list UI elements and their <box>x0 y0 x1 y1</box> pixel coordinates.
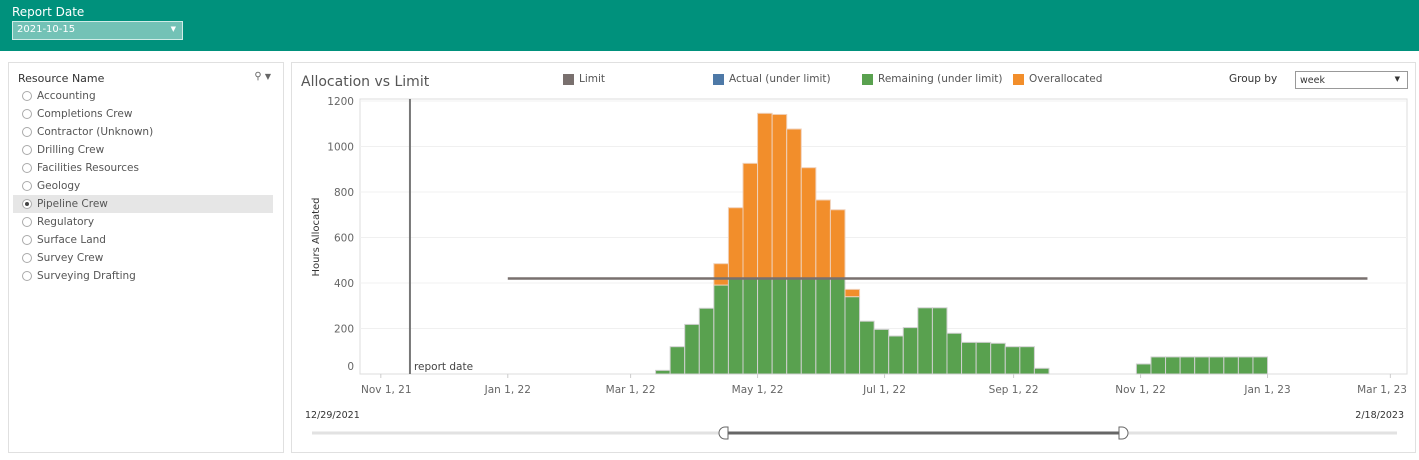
resource-option-label: Drilling Crew <box>37 144 105 156</box>
group-by-select[interactable]: week ▼ <box>1295 71 1408 89</box>
resource-option-label: Surface Land <box>37 234 106 246</box>
radio-button[interactable] <box>22 253 32 263</box>
resource-option[interactable]: Pipeline Crew <box>13 195 273 213</box>
legend-limit[interactable]: Limit <box>563 73 605 86</box>
header-bar: Report Date 2021-10-15 ▼ <box>0 0 1419 51</box>
resource-filter-panel: Resource Name ⚲ ▼ Accounting Completions … <box>8 62 284 453</box>
resource-option-label: Facilities Resources <box>37 162 139 174</box>
legend-swatch <box>563 74 574 85</box>
resource-option[interactable]: Drilling Crew <box>13 141 273 159</box>
resource-option[interactable]: Surface Land <box>13 231 273 249</box>
chevron-down-icon: ▼ <box>1394 75 1400 83</box>
radio-button[interactable] <box>22 145 32 155</box>
resource-option[interactable]: Contractor (Unknown) <box>13 123 273 141</box>
resource-option-label: Survey Crew <box>37 252 104 264</box>
resource-option-label: Contractor (Unknown) <box>37 126 154 138</box>
resource-option[interactable]: Facilities Resources <box>13 159 273 177</box>
legend-label: Overallocated <box>1029 73 1103 85</box>
legend-label: Limit <box>579 73 606 85</box>
radio-button[interactable] <box>22 235 32 245</box>
resource-option-label: Pipeline Crew <box>37 198 108 210</box>
resource-option-label: Surveying Drafting <box>37 270 136 282</box>
resource-option[interactable]: Accounting <box>13 87 273 105</box>
radio-button[interactable] <box>22 271 32 281</box>
group-by-value: week <box>1300 75 1325 86</box>
legend-label: Remaining (under limit) <box>878 73 1003 85</box>
search-icon[interactable]: ⚲ <box>254 71 262 82</box>
resource-filter-title: Resource Name <box>18 72 105 85</box>
resource-option[interactable]: Completions Crew <box>13 105 273 123</box>
legend-remaining[interactable]: Remaining (under limit) <box>862 73 1002 86</box>
radio-button[interactable] <box>22 163 32 173</box>
legend-swatch <box>713 74 724 85</box>
resource-option[interactable]: Surveying Drafting <box>13 267 273 285</box>
group-by-label: Group by <box>1229 73 1278 85</box>
resource-option-label: Regulatory <box>37 216 95 228</box>
legend-swatch <box>862 74 873 85</box>
chart-panel: Allocation vs Limit Limit Actual (under … <box>291 62 1416 453</box>
resource-option-label: Completions Crew <box>37 108 133 120</box>
chevron-down-icon: ▼ <box>170 25 176 33</box>
resource-option-label: Accounting <box>37 90 96 102</box>
legend-actual[interactable]: Actual (under limit) <box>713 73 831 86</box>
resource-option[interactable]: Survey Crew <box>13 249 273 267</box>
chart-title: Allocation vs Limit <box>301 74 430 90</box>
resource-option[interactable]: Geology <box>13 177 273 195</box>
legend-swatch <box>1013 74 1024 85</box>
resource-option-label: Geology <box>37 180 81 192</box>
report-date-value: 2021-10-15 <box>17 24 76 35</box>
radio-button[interactable] <box>22 91 32 101</box>
radio-button[interactable] <box>22 217 32 227</box>
report-date-select[interactable]: 2021-10-15 ▼ <box>12 21 183 40</box>
legend-label: Actual (under limit) <box>729 73 831 85</box>
report-date-label: Report Date <box>12 5 85 19</box>
menu-dropdown-icon[interactable]: ▼ <box>264 72 271 81</box>
radio-button[interactable] <box>22 109 32 119</box>
radio-button[interactable] <box>22 199 32 209</box>
resource-option[interactable]: Regulatory <box>13 213 273 231</box>
radio-button[interactable] <box>22 127 32 137</box>
legend-overallocated[interactable]: Overallocated <box>1013 73 1102 86</box>
radio-button[interactable] <box>22 181 32 191</box>
